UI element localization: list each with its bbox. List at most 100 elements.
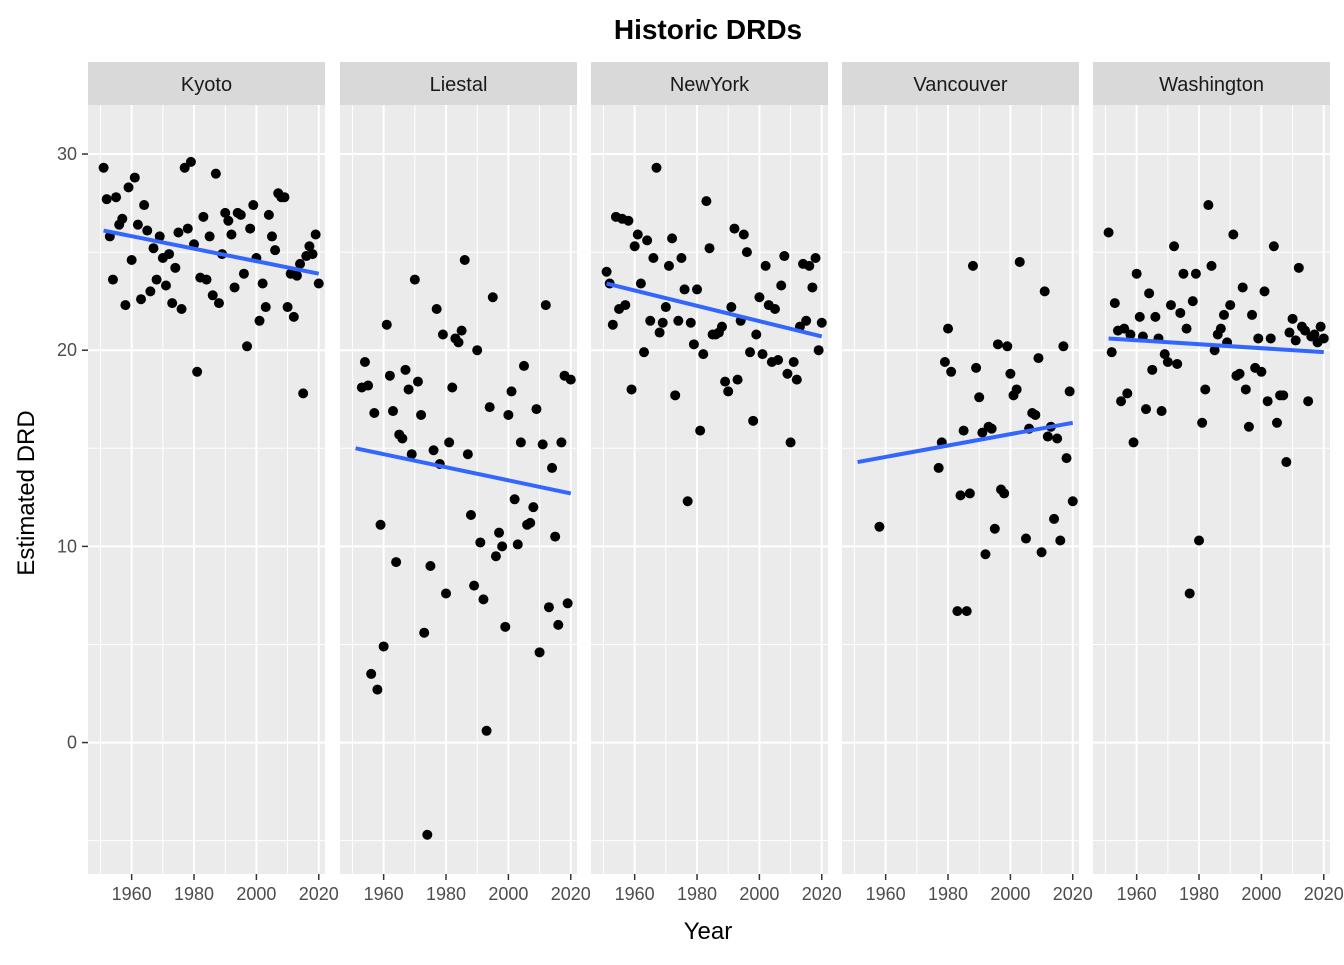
data-point <box>1271 417 1282 428</box>
data-point <box>801 315 812 326</box>
facet-panel-vancouver: Vancouver 1960 1980 2000 2020 <box>842 62 1093 904</box>
data-point <box>509 494 520 505</box>
data-point <box>465 510 476 521</box>
x-tick-label: 2020 <box>1304 884 1344 904</box>
data-point <box>670 390 681 401</box>
data-point <box>688 339 699 350</box>
data-point <box>210 168 221 179</box>
data-point <box>182 223 193 234</box>
data-point <box>654 327 665 338</box>
data-point <box>695 425 706 436</box>
data-point <box>388 406 399 417</box>
data-point <box>369 407 380 418</box>
x-tick-label: 2020 <box>802 884 842 904</box>
data-point <box>952 606 963 617</box>
data-point <box>307 249 318 260</box>
data-point <box>1014 256 1025 267</box>
data-point <box>363 380 374 391</box>
data-point <box>769 304 780 315</box>
x-tick-label: 1980 <box>426 884 466 904</box>
data-point <box>1172 358 1183 369</box>
data-point <box>173 227 184 238</box>
data-point <box>198 211 209 222</box>
data-point <box>1033 353 1044 364</box>
data-point <box>431 304 442 315</box>
data-point <box>397 433 408 444</box>
x-tick-label: 2000 <box>739 884 779 904</box>
data-point <box>1178 268 1189 279</box>
data-point <box>257 278 268 289</box>
data-point <box>716 321 727 332</box>
data-point <box>1150 311 1161 322</box>
data-point <box>760 260 771 271</box>
x-tick-label: 2020 <box>299 884 339 904</box>
data-point <box>779 251 790 262</box>
x-tick-label: 1980 <box>174 884 214 904</box>
data-point <box>1030 409 1041 420</box>
data-point <box>667 233 678 244</box>
data-point <box>1200 384 1211 395</box>
data-point <box>456 325 467 336</box>
data-point <box>1119 323 1130 334</box>
data-point <box>939 356 950 367</box>
facet-panel-kyoto: Kyoto 1960 1980 2000 2020 <box>88 62 339 904</box>
data-point <box>1175 307 1186 318</box>
data-point <box>1128 437 1139 448</box>
facet-strip-label: NewYork <box>670 74 750 96</box>
data-point <box>692 284 703 295</box>
data-point <box>607 319 618 330</box>
data-point <box>964 488 975 499</box>
data-point <box>999 488 1010 499</box>
data-point <box>1194 535 1205 546</box>
data-point <box>813 345 824 356</box>
data-point <box>685 317 696 328</box>
data-point <box>534 647 545 658</box>
data-point <box>1234 368 1245 379</box>
facet-panel-liestal: Liestal 1960 1980 2000 2020 <box>340 62 591 904</box>
data-point <box>111 192 122 203</box>
data-point <box>553 619 564 630</box>
data-point <box>117 213 128 224</box>
data-point <box>645 315 656 326</box>
data-point <box>1116 396 1127 407</box>
data-point <box>723 386 734 397</box>
data-point <box>720 376 731 387</box>
data-point <box>698 349 709 360</box>
data-point <box>1002 341 1013 352</box>
trend-line <box>857 420 1074 465</box>
data-point <box>620 300 631 311</box>
data-point <box>176 304 187 315</box>
data-point <box>565 374 576 385</box>
data-point <box>1281 457 1292 468</box>
data-point <box>629 241 640 252</box>
data-point <box>1253 333 1264 344</box>
data-point <box>1103 227 1114 238</box>
data-point <box>989 523 1000 534</box>
data-point <box>419 627 430 638</box>
data-point <box>490 551 501 562</box>
data-point <box>1005 368 1016 379</box>
data-point <box>359 356 370 367</box>
data-point <box>757 349 768 360</box>
data-point <box>213 298 224 309</box>
x-tick-label: 1960 <box>364 884 404 904</box>
x-tick-label: 2000 <box>990 884 1030 904</box>
data-point <box>1131 268 1142 279</box>
data-point <box>375 519 386 530</box>
data-point <box>381 319 392 330</box>
data-point <box>1011 384 1022 395</box>
data-point <box>1225 300 1236 311</box>
facet-strip-label: Washington <box>1159 74 1264 96</box>
data-point <box>406 449 417 460</box>
facet-strip-label: Liestal <box>430 74 488 96</box>
data-point <box>547 462 558 473</box>
data-point <box>751 329 762 340</box>
data-point <box>298 388 309 399</box>
data-point <box>238 268 249 279</box>
data-point <box>148 243 159 254</box>
data-point <box>129 172 140 183</box>
data-point <box>1293 262 1304 273</box>
data-point <box>1206 260 1217 271</box>
y-axis: 0 10 20 30 <box>57 144 88 753</box>
